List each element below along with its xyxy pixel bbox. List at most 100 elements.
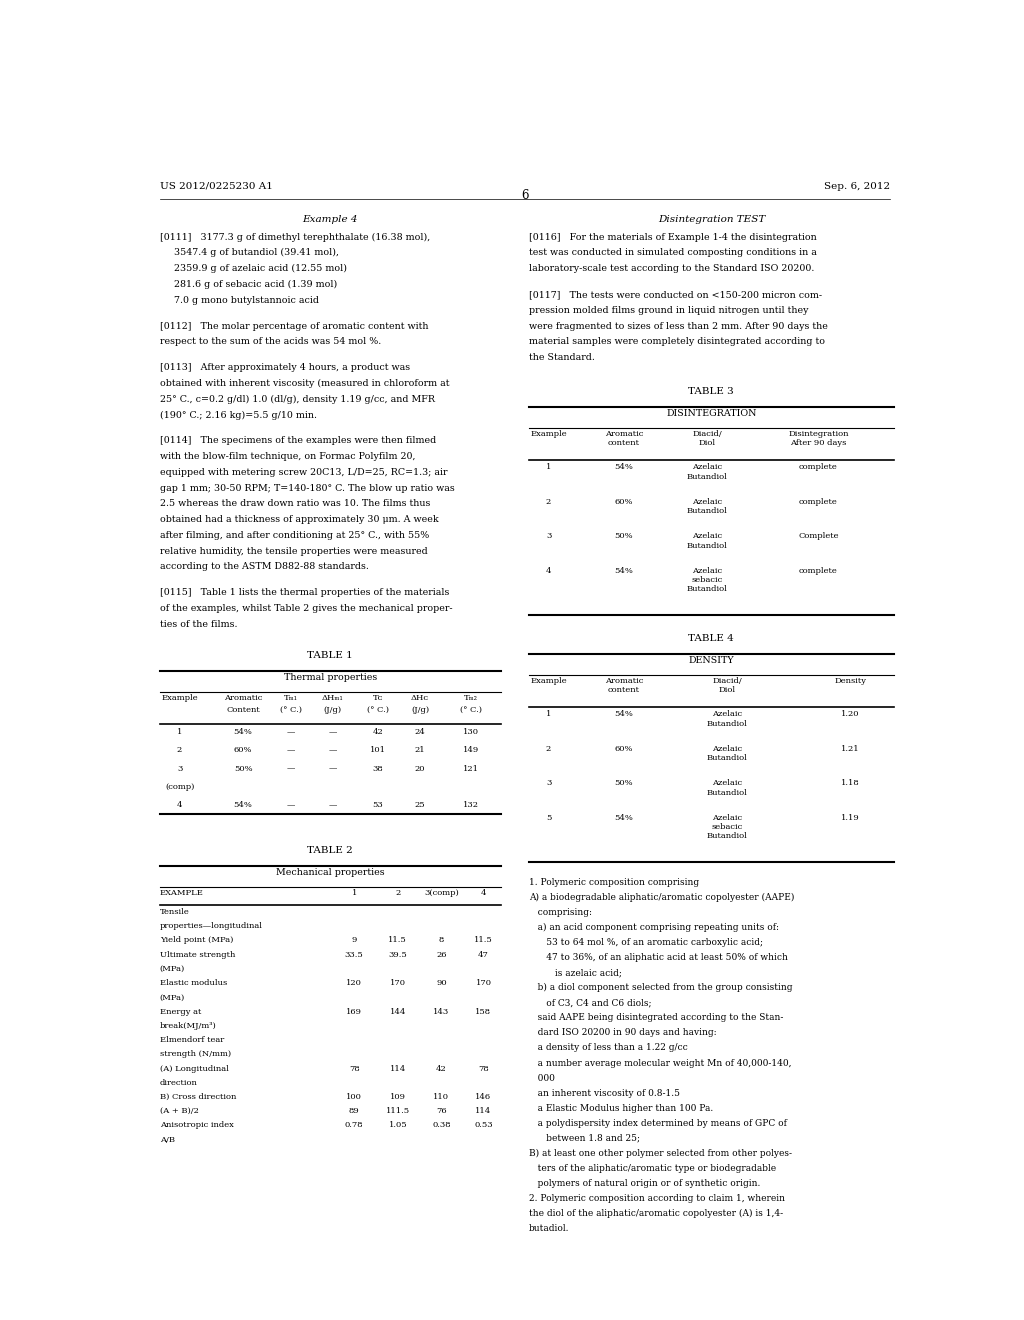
Text: TABLE 4: TABLE 4: [688, 634, 734, 643]
Text: 33.5: 33.5: [345, 950, 364, 958]
Text: 9: 9: [351, 936, 356, 944]
Text: 4: 4: [546, 568, 551, 576]
Text: 281.6 g of sebacic acid (1.39 mol): 281.6 g of sebacic acid (1.39 mol): [174, 280, 337, 289]
Text: 0.53: 0.53: [474, 1122, 493, 1130]
Text: Aromatic
content: Aromatic content: [605, 430, 643, 447]
Text: 89: 89: [349, 1107, 359, 1115]
Text: 101: 101: [370, 746, 386, 755]
Text: 4: 4: [177, 801, 182, 809]
Text: 20: 20: [415, 764, 425, 772]
Text: 2: 2: [395, 888, 400, 896]
Text: 2. Polymeric composition according to claim 1, wherein: 2. Polymeric composition according to cl…: [528, 1193, 784, 1203]
Text: Azelaic
Butandiol: Azelaic Butandiol: [707, 744, 748, 762]
Text: after filming, and after conditioning at 25° C., with 55%: after filming, and after conditioning at…: [160, 531, 429, 540]
Text: ΔHₘ₁: ΔHₘ₁: [322, 693, 344, 701]
Text: the diol of the aliphatic/aromatic copolyester (A) is 1,4-: the diol of the aliphatic/aromatic copol…: [528, 1209, 783, 1218]
Text: complete: complete: [799, 463, 838, 471]
Text: 38: 38: [373, 764, 383, 772]
Text: 149: 149: [463, 746, 479, 755]
Text: 39.5: 39.5: [388, 950, 408, 958]
Text: (J/g): (J/g): [411, 706, 429, 714]
Text: Tₘ₁: Tₘ₁: [284, 693, 298, 701]
Text: (A) Longitudinal: (A) Longitudinal: [160, 1064, 228, 1073]
Text: 47: 47: [478, 950, 489, 958]
Text: 144: 144: [390, 1007, 406, 1015]
Text: (comp): (comp): [165, 783, 195, 791]
Text: 000: 000: [528, 1073, 555, 1082]
Text: [0111]   3177.3 g of dimethyl terephthalate (16.38 mol),: [0111] 3177.3 g of dimethyl terephthalat…: [160, 232, 430, 242]
Text: Azelaic
Butandiol: Azelaic Butandiol: [687, 532, 728, 549]
Text: US 2012/0225230 A1: US 2012/0225230 A1: [160, 182, 272, 191]
Text: said AAPE being disintegrated according to the Stan-: said AAPE being disintegrated according …: [528, 1014, 783, 1023]
Text: Density: Density: [835, 677, 866, 685]
Text: b) a diol component selected from the group consisting: b) a diol component selected from the gr…: [528, 983, 793, 993]
Text: test was conducted in simulated composting conditions in a: test was conducted in simulated composti…: [528, 248, 817, 257]
Text: is azelaic acid;: is azelaic acid;: [528, 969, 622, 977]
Text: —: —: [287, 801, 295, 809]
Text: 0.78: 0.78: [345, 1122, 364, 1130]
Text: 0.38: 0.38: [432, 1122, 451, 1130]
Text: break(MJ/m³): break(MJ/m³): [160, 1022, 216, 1030]
Text: 1.05: 1.05: [388, 1122, 408, 1130]
Text: [0114]   The specimens of the examples were then filmed: [0114] The specimens of the examples wer…: [160, 437, 436, 445]
Text: Disintegration
After 90 days: Disintegration After 90 days: [788, 430, 849, 447]
Text: 54%: 54%: [233, 729, 253, 737]
Text: with the blow-film technique, on Formac Polyfilm 20,: with the blow-film technique, on Formac …: [160, 453, 416, 461]
Text: —: —: [329, 801, 337, 809]
Text: 100: 100: [346, 1093, 362, 1101]
Text: 2: 2: [177, 746, 182, 755]
Text: relative humidity, the tensile properties were measured: relative humidity, the tensile propertie…: [160, 546, 427, 556]
Text: [0117]   The tests were conducted on <150-200 micron com-: [0117] The tests were conducted on <150-…: [528, 290, 822, 300]
Text: —: —: [329, 746, 337, 755]
Text: Energy at: Energy at: [160, 1007, 201, 1015]
Text: [0112]   The molar percentage of aromatic content with: [0112] The molar percentage of aromatic …: [160, 322, 428, 330]
Text: 78: 78: [478, 1064, 488, 1073]
Text: a density of less than a 1.22 g/cc: a density of less than a 1.22 g/cc: [528, 1044, 687, 1052]
Text: laboratory-scale test according to the Standard ISO 20200.: laboratory-scale test according to the S…: [528, 264, 814, 273]
Text: 42: 42: [436, 1064, 446, 1073]
Text: Aromatic
content: Aromatic content: [605, 677, 643, 694]
Text: [0116]   For the materials of Example 1-4 the disintegration: [0116] For the materials of Example 1-4 …: [528, 232, 816, 242]
Text: Anisotropic index: Anisotropic index: [160, 1122, 233, 1130]
Text: direction: direction: [160, 1078, 198, 1086]
Text: Aromatic: Aromatic: [224, 693, 262, 701]
Text: properties—longitudinal: properties—longitudinal: [160, 923, 263, 931]
Text: Elmendorf tear: Elmendorf tear: [160, 1036, 224, 1044]
Text: —: —: [329, 764, 337, 772]
Text: DISINTEGRATION: DISINTEGRATION: [666, 409, 757, 418]
Text: obtained had a thickness of approximately 30 μm. A week: obtained had a thickness of approximatel…: [160, 515, 438, 524]
Text: 121: 121: [463, 764, 479, 772]
Text: 60%: 60%: [614, 498, 633, 506]
Text: 4: 4: [481, 888, 486, 896]
Text: Example 4: Example 4: [303, 215, 358, 224]
Text: 54%: 54%: [614, 710, 634, 718]
Text: Azelaic
Butandiol: Azelaic Butandiol: [707, 710, 748, 727]
Text: of C3, C4 and C6 diols;: of C3, C4 and C6 diols;: [528, 998, 651, 1007]
Text: Sep. 6, 2012: Sep. 6, 2012: [823, 182, 890, 191]
Text: were fragmented to sizes of less than 2 mm. After 90 days the: were fragmented to sizes of less than 2 …: [528, 322, 827, 330]
Text: TABLE 3: TABLE 3: [688, 387, 734, 396]
Text: 54%: 54%: [614, 814, 634, 822]
Text: butadiol.: butadiol.: [528, 1224, 569, 1233]
Text: a polydispersity index determined by means of GPC of: a polydispersity index determined by mea…: [528, 1118, 786, 1127]
Text: Azelaic
Butandiol: Azelaic Butandiol: [707, 779, 748, 797]
Text: Azelaic
sebacic
Butandiol: Azelaic sebacic Butandiol: [687, 568, 728, 594]
Text: Tₘ₂: Tₘ₂: [464, 693, 478, 701]
Text: 1.18: 1.18: [841, 779, 859, 788]
Text: —: —: [287, 746, 295, 755]
Text: Example: Example: [530, 677, 567, 685]
Text: 111.5: 111.5: [386, 1107, 410, 1115]
Text: a) an acid component comprising repeating units of:: a) an acid component comprising repeatin…: [528, 923, 779, 932]
Text: 3: 3: [546, 532, 551, 540]
Text: 114: 114: [475, 1107, 492, 1115]
Text: respect to the sum of the acids was 54 mol %.: respect to the sum of the acids was 54 m…: [160, 338, 381, 346]
Text: 53 to 64 mol %, of an aromatic carboxylic acid;: 53 to 64 mol %, of an aromatic carboxyli…: [528, 939, 763, 948]
Text: 7.0 g mono butylstannoic acid: 7.0 g mono butylstannoic acid: [174, 296, 319, 305]
Text: 2.5 whereas the draw down ratio was 10. The films thus: 2.5 whereas the draw down ratio was 10. …: [160, 499, 430, 508]
Text: 2359.9 g of azelaic acid (12.55 mol): 2359.9 g of azelaic acid (12.55 mol): [174, 264, 347, 273]
Text: 146: 146: [475, 1093, 492, 1101]
Text: (190° C.; 2.16 kg)=5.5 g/10 min.: (190° C.; 2.16 kg)=5.5 g/10 min.: [160, 411, 316, 420]
Text: B) Cross direction: B) Cross direction: [160, 1093, 237, 1101]
Text: dard ISO 20200 in 90 days and having:: dard ISO 20200 in 90 days and having:: [528, 1028, 717, 1038]
Text: 3547.4 g of butandiol (39.41 mol),: 3547.4 g of butandiol (39.41 mol),: [174, 248, 339, 257]
